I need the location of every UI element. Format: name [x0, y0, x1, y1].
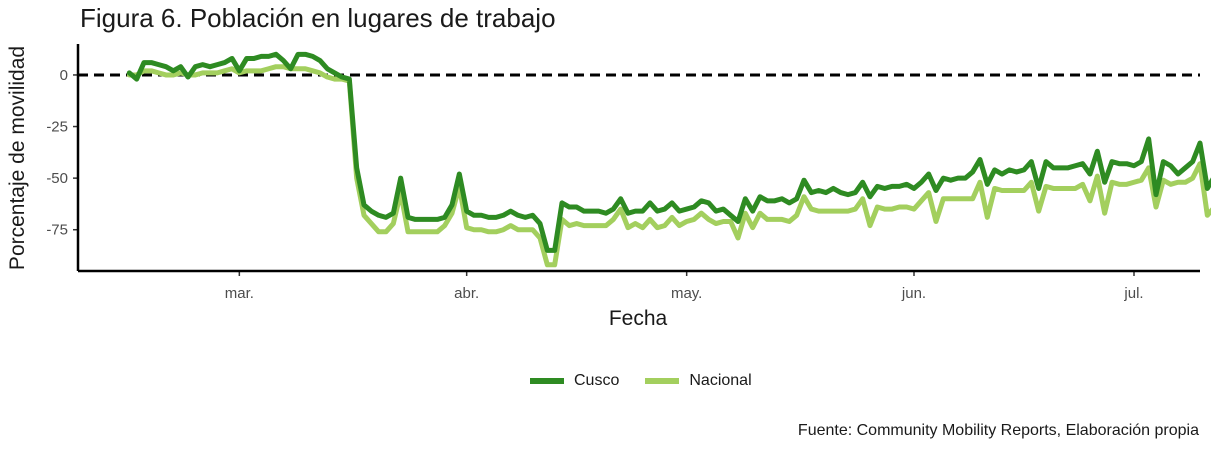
- series-line-cusco: [126, 51, 1211, 253]
- x-tick-label: jul.: [1123, 285, 1143, 302]
- legend: Cusco Nacional: [530, 372, 778, 390]
- x-tick-label: abr.: [454, 285, 479, 302]
- x-axis-ticks: mar. abr. may. jun. jul.: [225, 271, 1144, 302]
- y-axis-title: Porcentaje de movilidad: [6, 46, 29, 270]
- y-tick-label: -50: [46, 170, 68, 187]
- legend-item-cusco: Cusco: [530, 372, 619, 390]
- legend-label-cusco: Cusco: [574, 372, 620, 389]
- source-note: Fuente: Community Mobility Reports, Elab…: [797, 422, 1199, 439]
- legend-key-nacional: [645, 378, 680, 384]
- y-axis-ticks: 0 -25 -50 -75: [46, 67, 78, 239]
- x-tick-label: may.: [671, 285, 702, 302]
- legend-key-cusco: [530, 378, 564, 384]
- chart-title: Figura 6. Población en lugares de trabaj…: [80, 3, 556, 33]
- legend-label-nacional: Nacional: [689, 372, 752, 389]
- x-tick-label: jun.: [901, 285, 926, 302]
- y-tick-label: -25: [46, 119, 68, 136]
- y-tick-label: 0: [60, 67, 68, 84]
- legend-item-nacional: Nacional: [645, 372, 752, 390]
- x-axis-title: Fecha: [609, 307, 668, 330]
- y-tick-label: -75: [46, 222, 68, 239]
- series-line-nacional: [126, 64, 1211, 268]
- x-tick-label: mar.: [225, 285, 254, 302]
- series-layer: [126, 51, 1211, 268]
